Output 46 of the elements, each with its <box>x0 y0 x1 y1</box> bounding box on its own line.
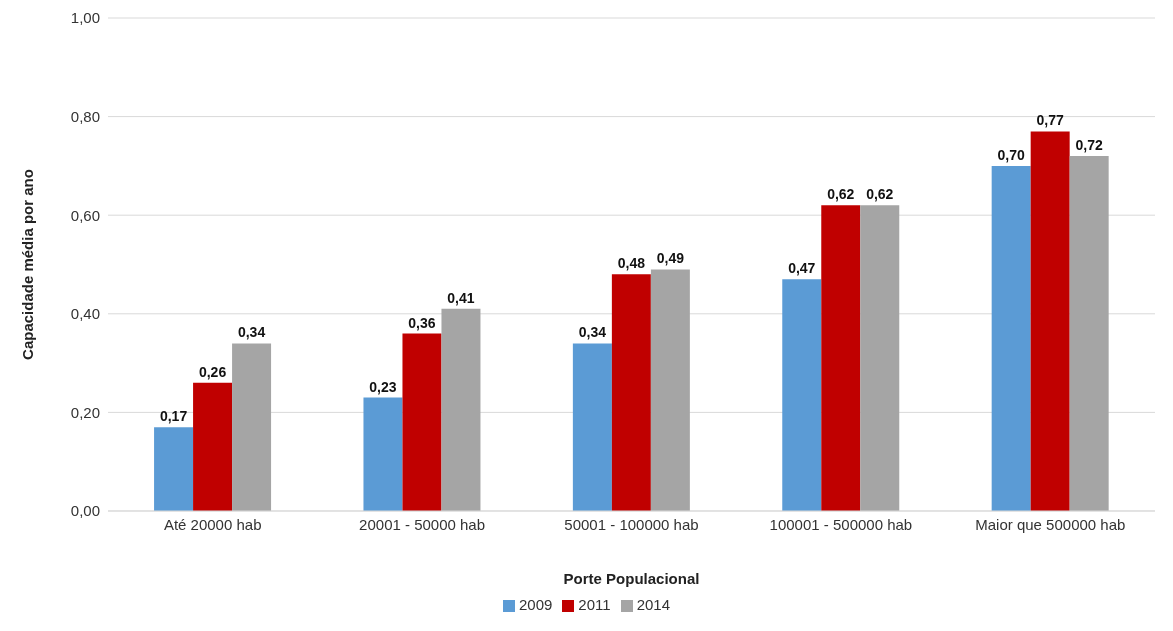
y-tick-label: 0,80 <box>70 107 100 125</box>
x-tick-label: 100001 - 500000 hab <box>769 515 913 533</box>
bar <box>860 205 900 511</box>
x-tick-label: 20001 - 50000 hab <box>359 515 486 533</box>
data-label: 0,72 <box>1075 137 1103 154</box>
data-label: 0,62 <box>827 186 855 203</box>
x-axis-title: Porte Populacional <box>563 570 700 587</box>
bar <box>782 279 822 511</box>
data-label: 0,77 <box>1036 112 1064 129</box>
bar <box>1030 131 1070 511</box>
bar <box>991 165 1031 511</box>
y-tick-label: 0,20 <box>70 403 100 421</box>
legend-label: 2014 <box>636 596 670 613</box>
bar <box>441 308 481 511</box>
bar <box>611 274 651 511</box>
data-label: 0,41 <box>447 289 475 306</box>
bar <box>650 269 690 511</box>
data-label: 0,26 <box>198 363 227 380</box>
y-axis-title: Capacidade média por ano <box>19 169 37 360</box>
y-tick-label: 0,00 <box>70 502 100 520</box>
legend-label: 2011 <box>578 596 611 613</box>
bar <box>363 397 403 511</box>
bar <box>402 333 442 511</box>
x-tick-label: Até 20000 hab <box>163 515 262 533</box>
bar <box>154 427 194 511</box>
data-label: 0,47 <box>788 260 816 277</box>
data-label: 0,70 <box>997 146 1026 163</box>
bar <box>572 343 612 511</box>
legend-label: 2009 <box>518 596 553 613</box>
bar <box>1069 156 1109 511</box>
data-label: 0,17 <box>159 408 188 425</box>
bar <box>232 343 272 511</box>
data-label: 0,34 <box>237 324 266 341</box>
y-tick-label: 0,40 <box>70 305 100 323</box>
y-tick-label: 1,00 <box>70 9 100 27</box>
bar <box>193 382 233 511</box>
bar <box>821 205 861 511</box>
y-tick-label: 0,60 <box>70 206 100 224</box>
data-label: 0,36 <box>408 314 436 331</box>
data-label: 0,34 <box>578 324 607 341</box>
data-label: 0,49 <box>656 250 685 267</box>
data-label: 0,48 <box>617 255 646 272</box>
data-label: 0,62 <box>866 186 894 203</box>
x-tick-label: Maior que 500000 hab <box>975 515 1126 533</box>
x-tick-label: 50001 - 100000 hab <box>564 515 699 533</box>
data-label: 0,23 <box>369 378 397 395</box>
